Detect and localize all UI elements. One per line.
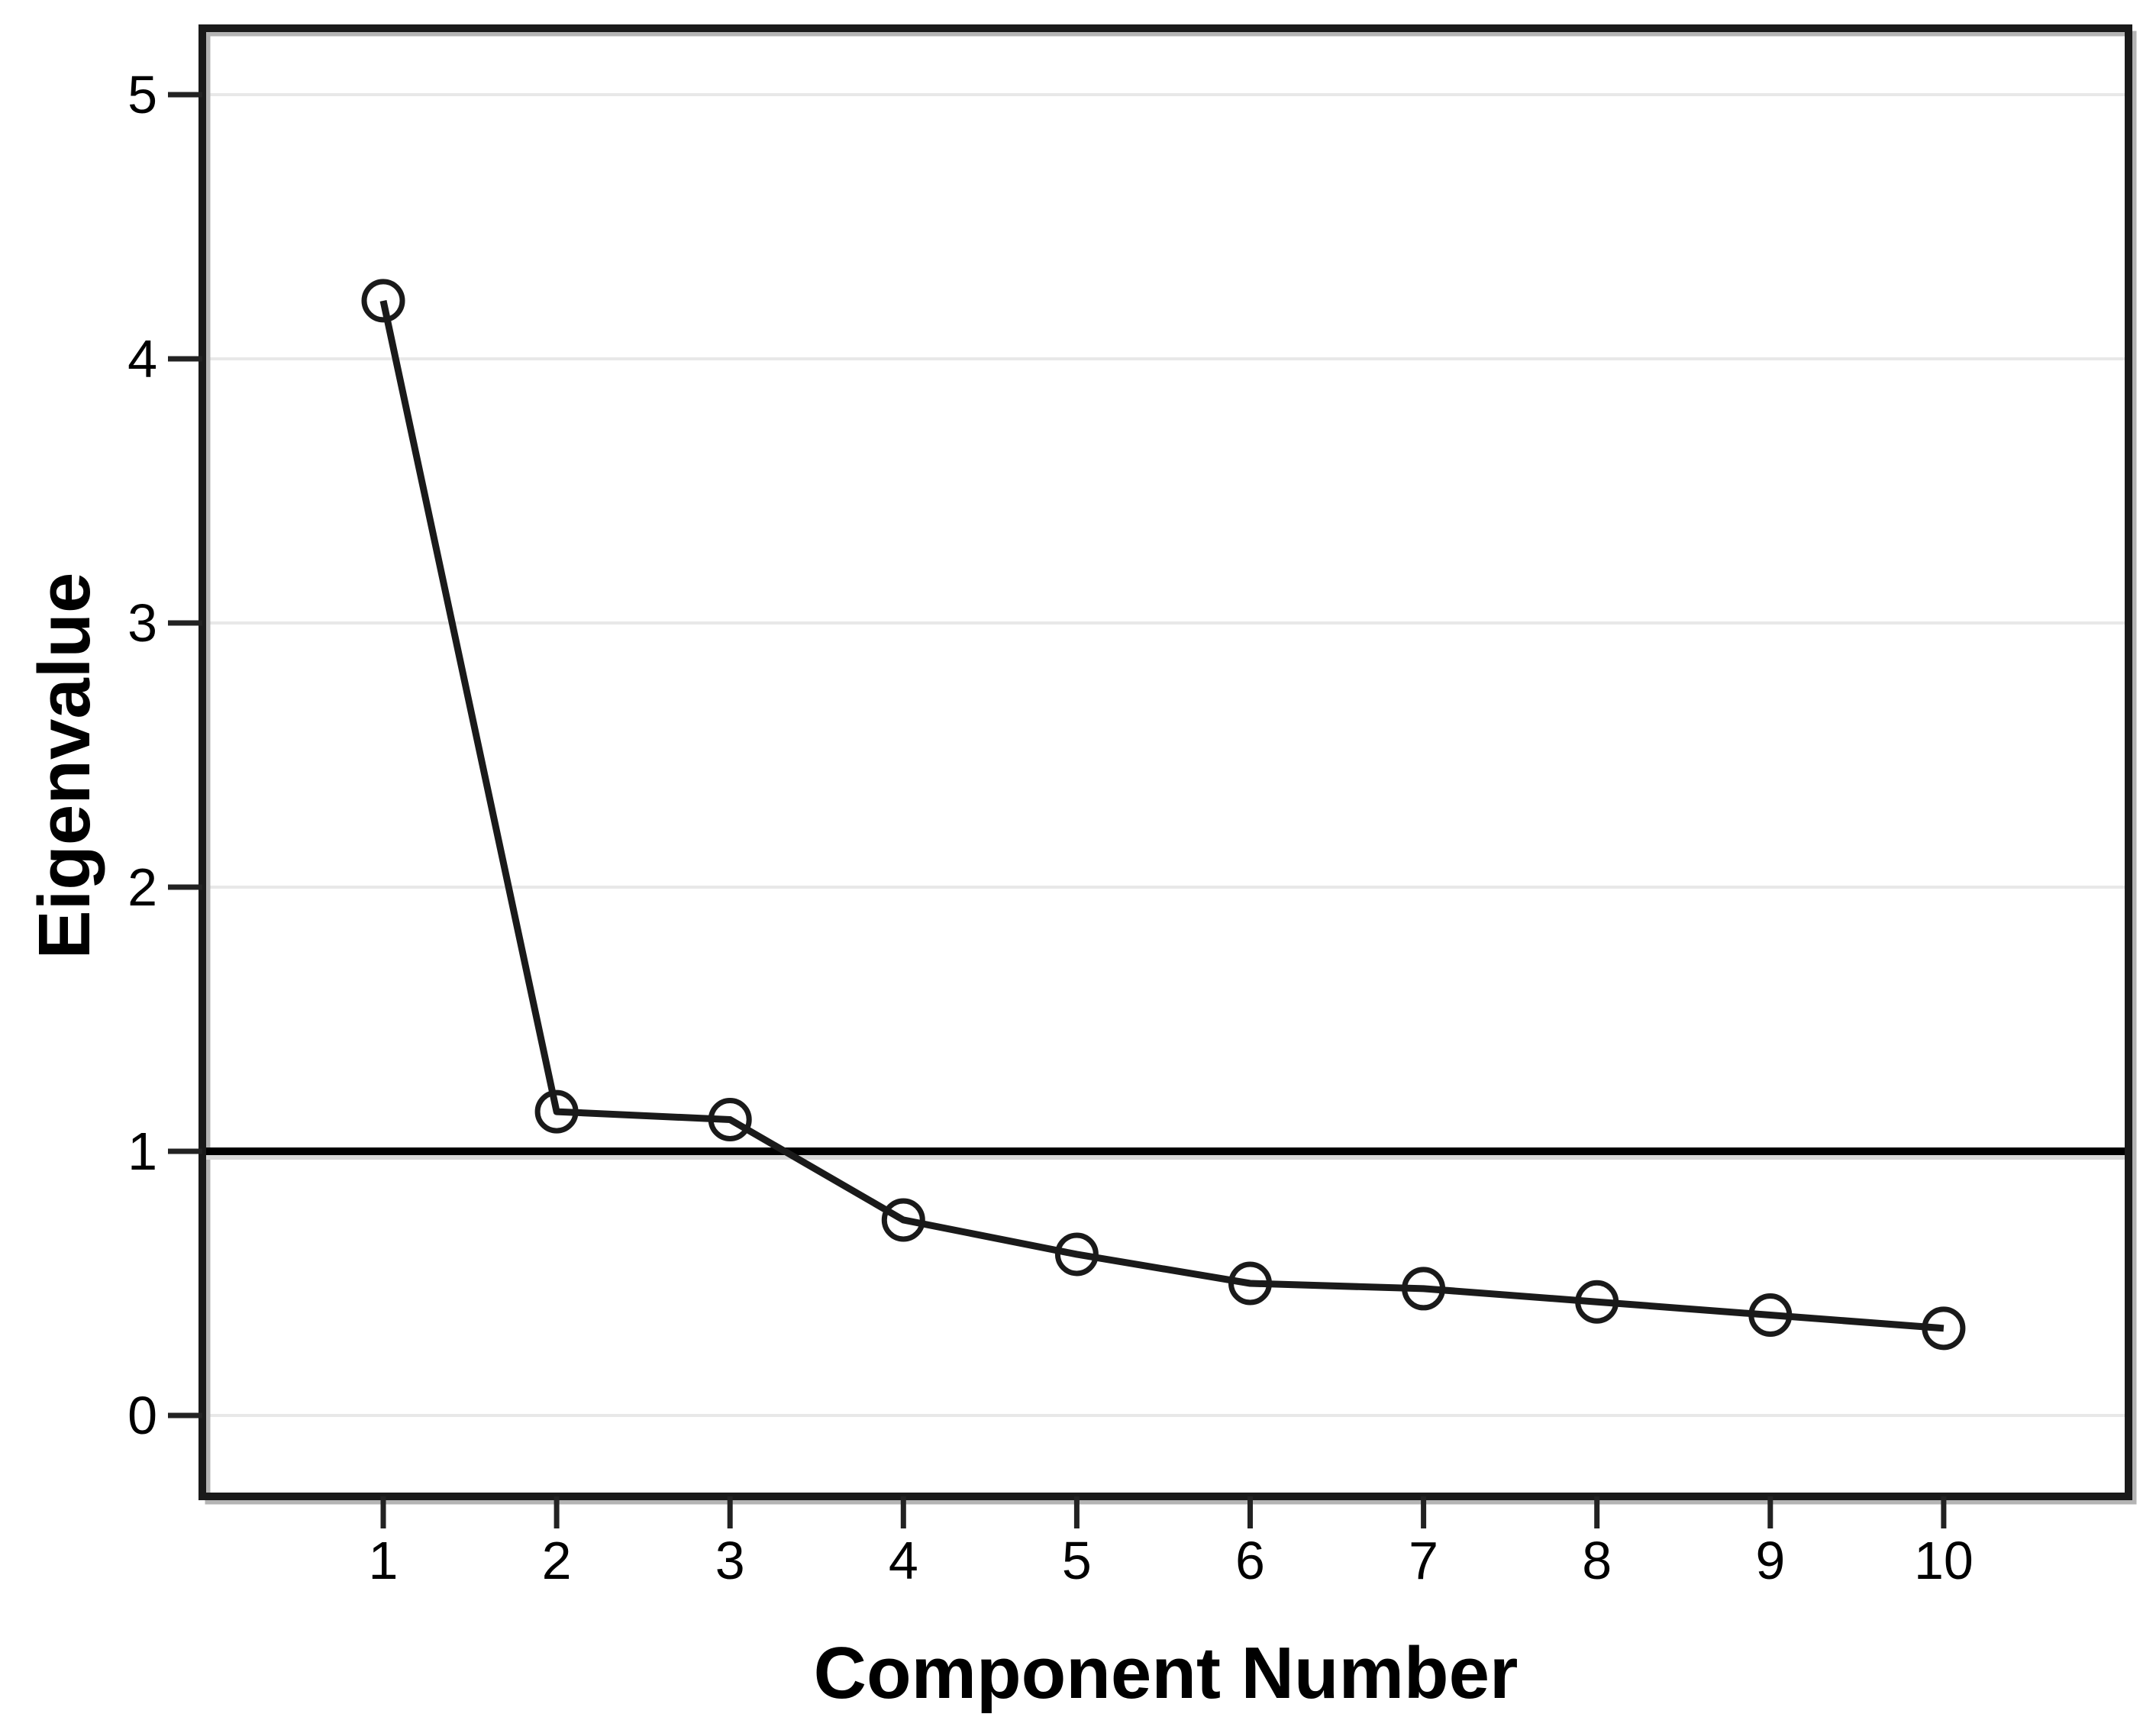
data-point-component-3 xyxy=(708,1097,752,1141)
x-tick-label-2: 2 xyxy=(542,1531,572,1590)
x-tick-label-7: 7 xyxy=(1409,1531,1438,1590)
y-tick-label-4: 4 xyxy=(127,329,157,389)
data-point-component-7 xyxy=(1402,1267,1446,1311)
data-point-component-10 xyxy=(1922,1306,1966,1351)
y-tick-label-5: 5 xyxy=(127,65,157,124)
x-tick-label-4: 4 xyxy=(889,1531,918,1590)
x-tick-label-9: 9 xyxy=(1755,1531,1785,1590)
x-tick-label-5: 5 xyxy=(1062,1531,1092,1590)
chart-root: 0 1 2 3 4 5 1 2 3 4 5 6 7 8 9 10 xyxy=(127,24,2137,1590)
y-tick-label-2: 2 xyxy=(127,857,157,917)
data-point-component-8 xyxy=(1575,1280,1619,1324)
x-tick-label-3: 3 xyxy=(715,1531,745,1590)
y-tick-label-0: 0 xyxy=(127,1386,157,1445)
data-point-component-1 xyxy=(361,279,405,323)
data-point-component-4 xyxy=(881,1198,925,1242)
x-tick-label-8: 8 xyxy=(1582,1531,1612,1590)
data-point-component-9 xyxy=(1748,1293,1793,1338)
data-point-component-6 xyxy=(1228,1261,1272,1306)
x-axis-title: Component Number xyxy=(814,1632,1519,1714)
x-tick-label-10: 10 xyxy=(1914,1531,1974,1590)
y-axis-title: Eigenvalue xyxy=(24,573,105,960)
y-tick-label-1: 1 xyxy=(127,1122,157,1181)
plot-frame-shadow xyxy=(205,31,2137,1505)
scree-line xyxy=(379,299,1945,1332)
x-tick-label-1: 1 xyxy=(369,1531,399,1590)
plot-frame xyxy=(198,24,2132,1500)
y-tick-label-3: 3 xyxy=(127,593,157,653)
x-tick-label-6: 6 xyxy=(1235,1531,1265,1590)
data-point-component-5 xyxy=(1054,1232,1099,1277)
data-point-component-2 xyxy=(534,1089,579,1134)
